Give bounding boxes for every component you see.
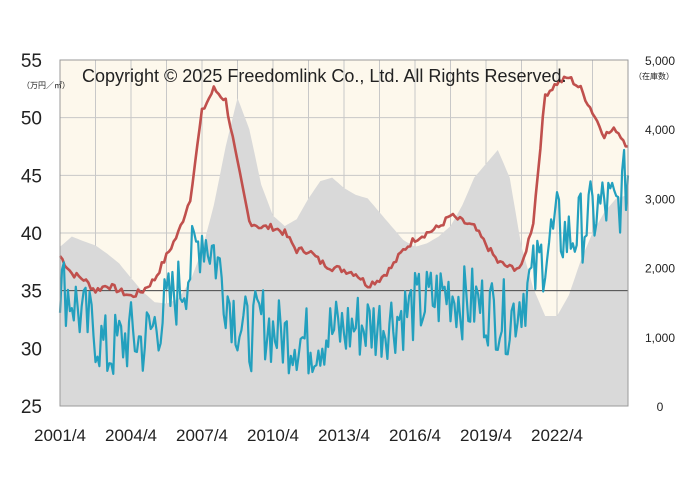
plot-frame — [59, 59, 629, 407]
x-axis-ticks: 2001/4 2004/4 2007/4 2010/4 2013/4 2016/4 2019… — [34, 426, 583, 445]
inventory-area-path — [60, 98, 628, 406]
left-axis-ticks: 25 30 35 40 45 50 55 — [21, 51, 42, 418]
left-tick-label: 55 — [21, 51, 42, 72]
x-tick-label: 2016/4 — [389, 426, 441, 445]
right-axis-ticks: 0 1,000 2,000 3,000 4,000 5,000 — [645, 54, 675, 414]
right-tick-label: 0 — [657, 400, 664, 414]
left-tick-label: 25 — [21, 397, 42, 418]
left-tick-label: 35 — [21, 282, 42, 303]
right-tick-label: 4,000 — [645, 123, 675, 137]
x-tick-label: 2022/4 — [531, 426, 583, 445]
x-tick-label: 2019/4 — [460, 426, 512, 445]
left-tick-label: 40 — [21, 224, 42, 245]
left-tick-label: 30 — [21, 339, 42, 360]
x-tick-label: 2001/4 — [34, 426, 86, 445]
right-axis-unit: （在庫数） — [634, 71, 674, 81]
x-tick-label: 2007/4 — [176, 426, 228, 445]
left-tick-label: 45 — [21, 166, 42, 187]
contracts-line — [58, 148, 630, 375]
left-axis-unit: （万円／㎡） — [22, 81, 70, 90]
inventory-area — [60, 98, 628, 406]
right-tick-label: 3,000 — [645, 192, 675, 206]
unit-price-line — [58, 75, 629, 299]
right-tick-label: 5,000 — [645, 54, 675, 68]
x-tick-label: 2010/4 — [247, 426, 299, 445]
copyright-notice: Copyright © 2025 Freedomlink Co., Ltd. A… — [82, 66, 567, 86]
series-lines — [58, 75, 630, 375]
left-tick-label: 50 — [21, 109, 42, 130]
x-tick-label: 2004/4 — [105, 426, 157, 445]
x-tick-label: 2013/4 — [318, 426, 370, 445]
right-tick-label: 1,000 — [645, 331, 675, 345]
right-tick-label: 2,000 — [645, 262, 675, 276]
